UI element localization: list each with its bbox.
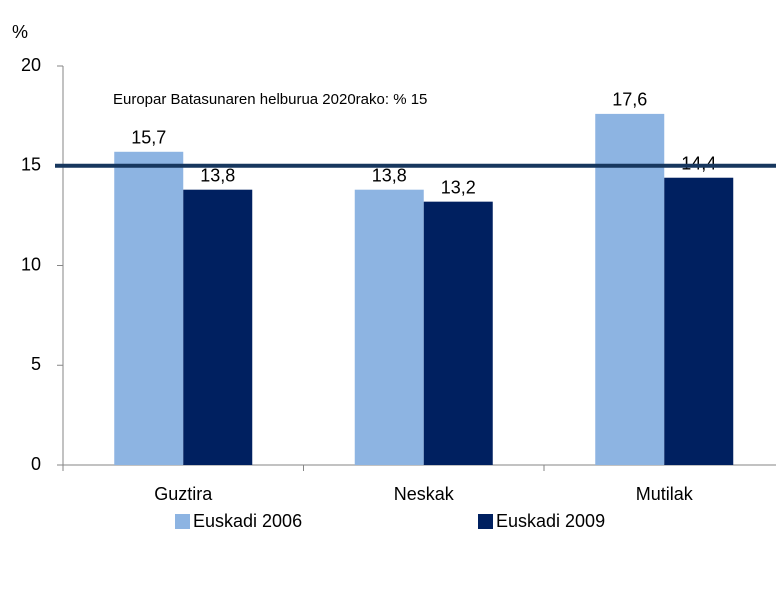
y-tick-label: 0 [31,454,41,474]
x-tick-label: Mutilak [636,484,694,504]
legend-label: Euskadi 2006 [193,511,302,531]
bar [183,189,253,465]
bar [595,113,665,465]
y-axis-label: % [12,22,28,42]
y-tick-label: 20 [21,55,41,75]
legend-swatch [478,514,493,529]
value-label: 17,6 [612,90,647,110]
value-label: 15,7 [131,128,166,148]
x-tick-label: Guztira [154,484,213,504]
y-tick-label: 5 [31,354,41,374]
x-tick-label: Neskak [394,484,455,504]
bar [664,177,734,465]
legend-swatch [175,514,190,529]
value-label: 14,4 [681,153,716,173]
bar [114,151,184,465]
legend-label: Euskadi 2009 [496,511,605,531]
y-tick-label: 10 [21,254,41,274]
bar [423,201,493,465]
value-label: 13,8 [200,165,235,185]
value-label: 13,2 [441,177,476,197]
y-tick-label: 15 [21,155,41,175]
target-label: Europar Batasunaren helburua 2020rako: %… [113,91,427,108]
bar [354,189,424,465]
value-label: 13,8 [372,165,407,185]
